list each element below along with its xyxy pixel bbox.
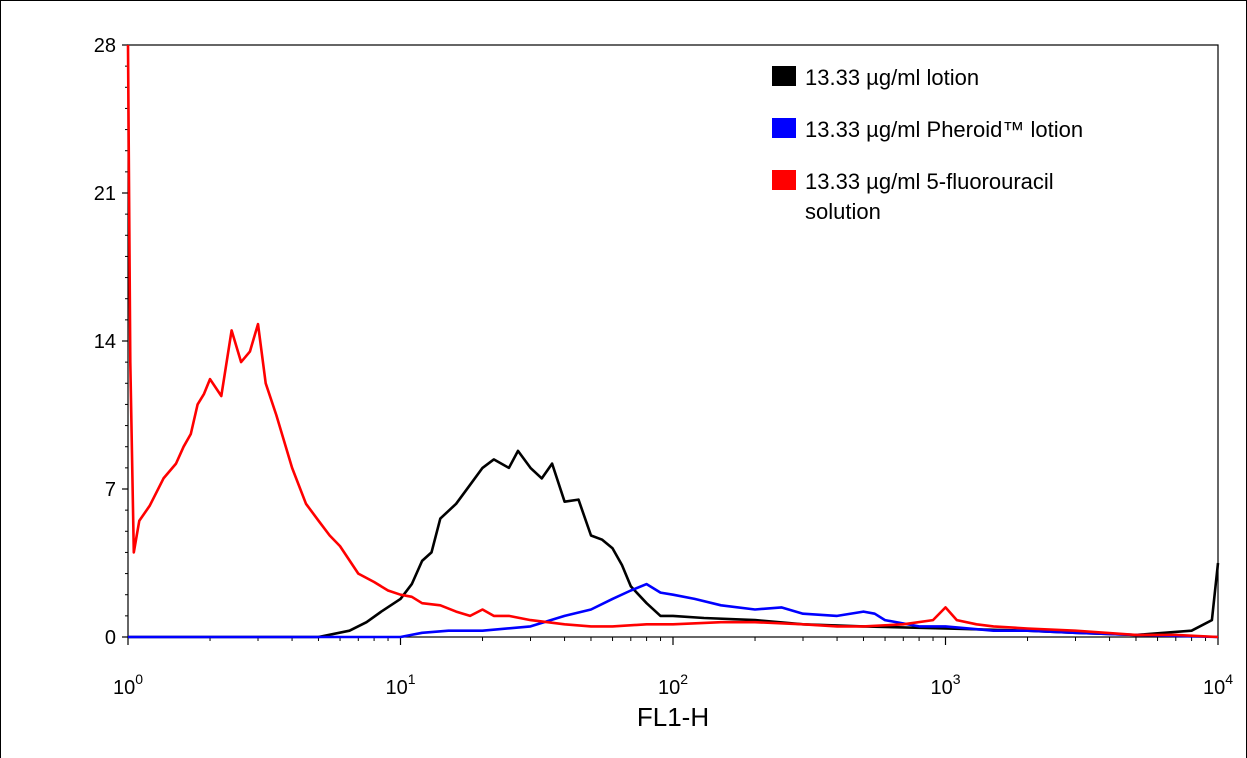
y-tick-label: 0 bbox=[105, 627, 116, 649]
legend-label: 13.33 µg/ml 5-fluorouracil bbox=[805, 169, 1054, 194]
x-axis-title: FL1-H bbox=[637, 702, 709, 732]
legend-label: 13.33 µg/ml Pheroid™ lotion bbox=[805, 117, 1083, 142]
series-group bbox=[128, 449, 1220, 639]
y-tick-label: 14 bbox=[94, 331, 116, 353]
series-line bbox=[128, 449, 1220, 639]
series-line bbox=[126, 44, 1219, 639]
legend-swatch bbox=[772, 170, 796, 190]
x-axis: 100 101 102 103 104 bbox=[113, 637, 1233, 699]
legend-label: 13.33 µg/ml lotion bbox=[805, 65, 979, 90]
x-tick-label: 103 bbox=[930, 671, 960, 699]
legend-label: solution bbox=[805, 199, 881, 224]
legend-swatch bbox=[772, 118, 796, 138]
x-tick-label: 101 bbox=[385, 671, 415, 699]
y-axis: 0 7 14 21 28 bbox=[94, 35, 128, 649]
y-tick-label: 21 bbox=[94, 183, 116, 205]
series-group bbox=[126, 44, 1219, 639]
series-layer bbox=[126, 44, 1220, 639]
x-tick-label: 102 bbox=[658, 671, 688, 699]
x-tick-label: 100 bbox=[113, 671, 143, 699]
y-tick-label: 28 bbox=[94, 35, 116, 57]
x-tick-label: 104 bbox=[1203, 671, 1233, 699]
legend: 13.33 µg/ml lotion 13.33 µg/ml Pheroid™ l… bbox=[772, 65, 1083, 224]
series-group bbox=[128, 582, 1219, 639]
y-tick-label: 7 bbox=[105, 479, 116, 501]
series-line bbox=[128, 582, 1219, 639]
legend-swatch bbox=[772, 66, 796, 86]
